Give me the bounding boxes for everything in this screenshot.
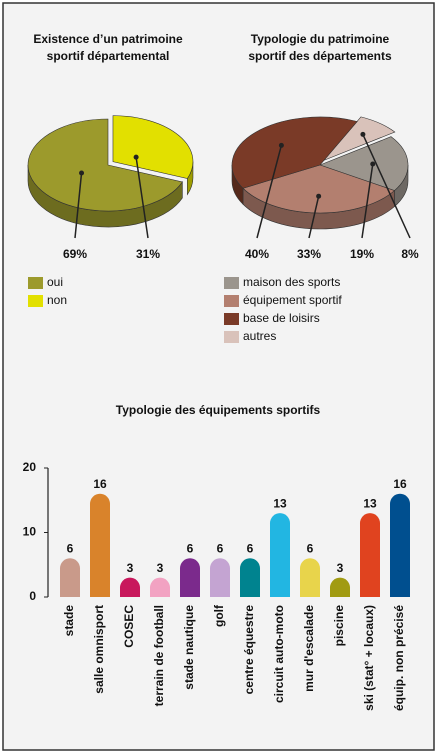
x-tick-label: stade nautique: [182, 605, 196, 690]
chart-title: Existence d’un patrimoine: [33, 32, 183, 46]
legend-swatch: [28, 295, 43, 307]
legend-label: non: [47, 293, 67, 307]
value-label: 19%: [350, 247, 374, 261]
y-tick-label: 10: [23, 525, 37, 539]
x-tick-label: circuit auto-moto: [272, 605, 286, 703]
chart-title: Typologie des équipements sportifs: [116, 403, 321, 417]
x-tick-label: COSEC: [122, 605, 136, 648]
pie-slice: [319, 136, 409, 191]
value-label: 31%: [136, 247, 160, 261]
legend-swatch: [28, 277, 43, 289]
x-tick-label: piscine: [332, 605, 346, 647]
bar: [300, 558, 320, 597]
legend-swatch: [224, 313, 239, 325]
bar: [270, 513, 290, 597]
leader-line: [361, 163, 374, 239]
legend-swatch: [224, 331, 239, 343]
value-label: 6: [217, 541, 224, 555]
legend-label: maison des sports: [243, 275, 340, 289]
value-label: 8%: [401, 247, 419, 261]
bar: [240, 558, 260, 597]
leader-line: [135, 157, 149, 239]
pie-tops: [231, 116, 409, 214]
value-label: 6: [247, 541, 254, 555]
bar: [210, 558, 230, 597]
chart-title: sportif départemental: [47, 49, 170, 63]
x-tick-label: terrain de football: [152, 605, 166, 706]
value-label: 6: [67, 541, 74, 555]
value-label: 40%: [245, 247, 269, 261]
leader-dot: [278, 142, 284, 148]
value-label: 13: [363, 496, 377, 510]
value-label: 3: [337, 561, 344, 575]
leader-line: [308, 196, 320, 239]
bar: [60, 558, 80, 597]
legend-label: autres: [243, 329, 276, 343]
leader-dot: [79, 170, 85, 176]
leader-dot: [370, 161, 376, 167]
value-label: 3: [157, 561, 164, 575]
pie-tops: [27, 115, 194, 212]
value-label: 16: [93, 477, 107, 491]
value-label: 3: [127, 561, 134, 575]
value-label: 16: [393, 477, 407, 491]
legend-swatch: [224, 277, 239, 289]
x-tick-label: mur d'escalade: [302, 605, 316, 692]
pie-slice: [231, 116, 358, 189]
value-label: 6: [187, 541, 194, 555]
leader-line: [256, 145, 283, 239]
value-label: 13: [273, 496, 287, 510]
bar: [180, 558, 200, 597]
x-tick-label: ski (stat° + locaux): [362, 605, 376, 711]
pie-slice: [323, 116, 396, 161]
leader-dot: [316, 193, 322, 199]
legend-label: base de loisirs: [243, 311, 320, 325]
pie-slice: [27, 118, 183, 212]
chart-title: sportif des départements: [248, 49, 392, 63]
bar: [90, 493, 110, 597]
leader-line: [362, 134, 411, 239]
legend-label: oui: [47, 275, 63, 289]
bar: [360, 513, 380, 597]
pie-slice: [112, 115, 194, 179]
value-label: 6: [307, 541, 314, 555]
x-tick-label: stade: [62, 605, 76, 637]
bar: [390, 493, 410, 597]
value-label: 69%: [63, 247, 87, 261]
pie-sides: [231, 164, 409, 230]
y-tick-label: 20: [23, 460, 37, 474]
bar: [330, 577, 350, 597]
bar: [120, 577, 140, 597]
x-tick-label: salle omnisport: [92, 605, 106, 694]
bar: [150, 577, 170, 597]
x-tick-label: golf: [212, 604, 226, 627]
leader-dot: [133, 154, 139, 160]
value-label: 33%: [297, 247, 321, 261]
x-tick-label: centre équestre: [242, 605, 256, 695]
legend-label: équipement sportif: [243, 293, 342, 307]
y-tick-label: 0: [29, 589, 36, 603]
legend-swatch: [224, 295, 239, 307]
x-tick-label: équip. non précisé: [392, 605, 406, 711]
chart-title: Typologie du patrimoine: [251, 32, 390, 46]
leader-line: [74, 172, 83, 239]
leader-dot: [360, 131, 366, 137]
